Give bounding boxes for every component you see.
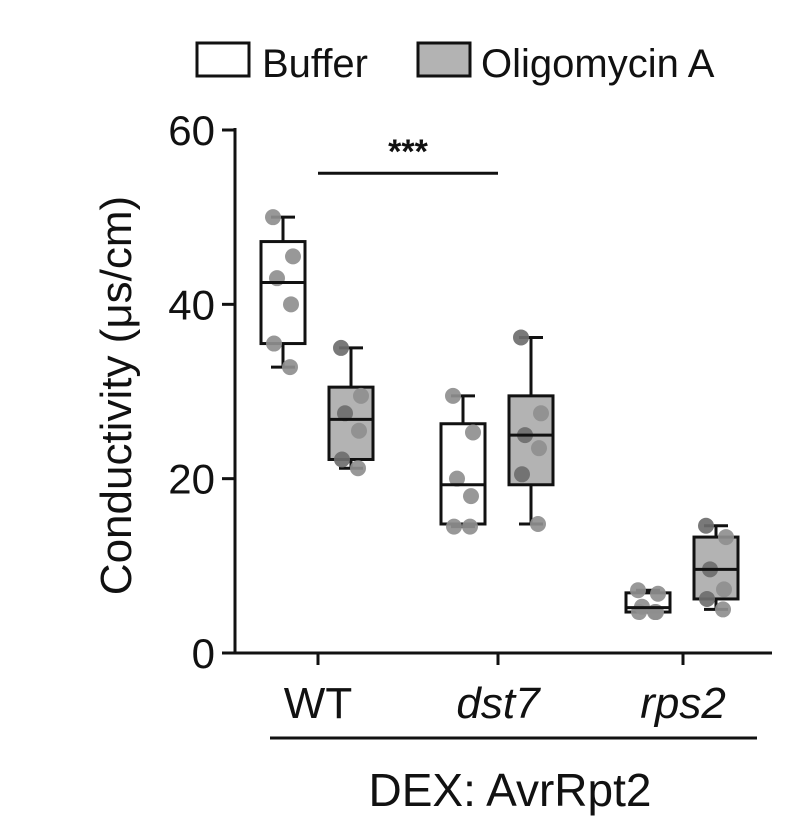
- legend-swatch: [195, 41, 251, 78]
- data-point: [449, 470, 465, 487]
- y-tick-label: 60: [168, 107, 215, 154]
- box-0-1: [439, 387, 487, 535]
- data-point: [351, 422, 367, 439]
- data-point: [531, 440, 547, 457]
- data-point: [533, 405, 549, 422]
- annotations: ***: [318, 133, 498, 175]
- group-axis: DEX: AvrRpt2: [270, 736, 757, 816]
- y-tick-label: 20: [168, 456, 215, 503]
- data-point: [283, 296, 299, 313]
- box-1-1: [507, 329, 555, 532]
- x-axis: WT dst7 rps2: [235, 651, 772, 728]
- data-point: [285, 248, 301, 265]
- data-point: [353, 387, 369, 404]
- data-point: [513, 329, 529, 346]
- legend-label: Oligomycin A: [481, 42, 715, 86]
- legend-item: Buffer: [195, 41, 368, 86]
- y-axis: 0 20 40 60 Conductivity (μs/cm): [92, 107, 237, 677]
- legend-label: Buffer: [262, 42, 368, 86]
- x-tick-label: dst7: [456, 679, 541, 728]
- data-point: [337, 405, 353, 422]
- data-point: [463, 488, 479, 505]
- data-point: [716, 581, 732, 598]
- y-axis-title: Conductivity (μs/cm): [92, 196, 141, 595]
- legend-item: Oligomycin A: [416, 41, 715, 86]
- data-point: [514, 466, 530, 483]
- boxes: [259, 209, 740, 621]
- data-point: [698, 517, 714, 534]
- legend-swatch: [416, 41, 472, 78]
- box-0-2: [624, 582, 672, 621]
- box-1-2: [692, 517, 740, 618]
- group-label: DEX: AvrRpt2: [369, 764, 652, 816]
- box-1-0: [327, 339, 375, 477]
- y-tick-label: 0: [192, 630, 215, 677]
- data-point: [334, 451, 350, 468]
- data-point: [350, 460, 366, 477]
- data-point: [265, 209, 281, 226]
- data-point: [446, 518, 462, 535]
- data-point: [462, 518, 478, 535]
- data-point: [650, 585, 666, 602]
- box-0-0: [259, 209, 307, 376]
- data-point: [282, 359, 298, 376]
- legend: Buffer Oligomycin A: [195, 41, 715, 86]
- data-point: [715, 601, 731, 618]
- data-point: [465, 424, 481, 441]
- x-tick-label: rps2: [640, 679, 726, 728]
- data-point: [445, 387, 461, 404]
- data-point: [530, 515, 546, 532]
- y-tick-label: 40: [168, 281, 215, 328]
- x-tick-label: WT: [284, 679, 352, 728]
- data-point: [718, 529, 734, 546]
- significance-label: ***: [388, 133, 428, 171]
- data-point: [333, 339, 349, 356]
- data-point: [266, 335, 282, 352]
- data-point: [630, 582, 646, 599]
- data-point: [699, 590, 715, 607]
